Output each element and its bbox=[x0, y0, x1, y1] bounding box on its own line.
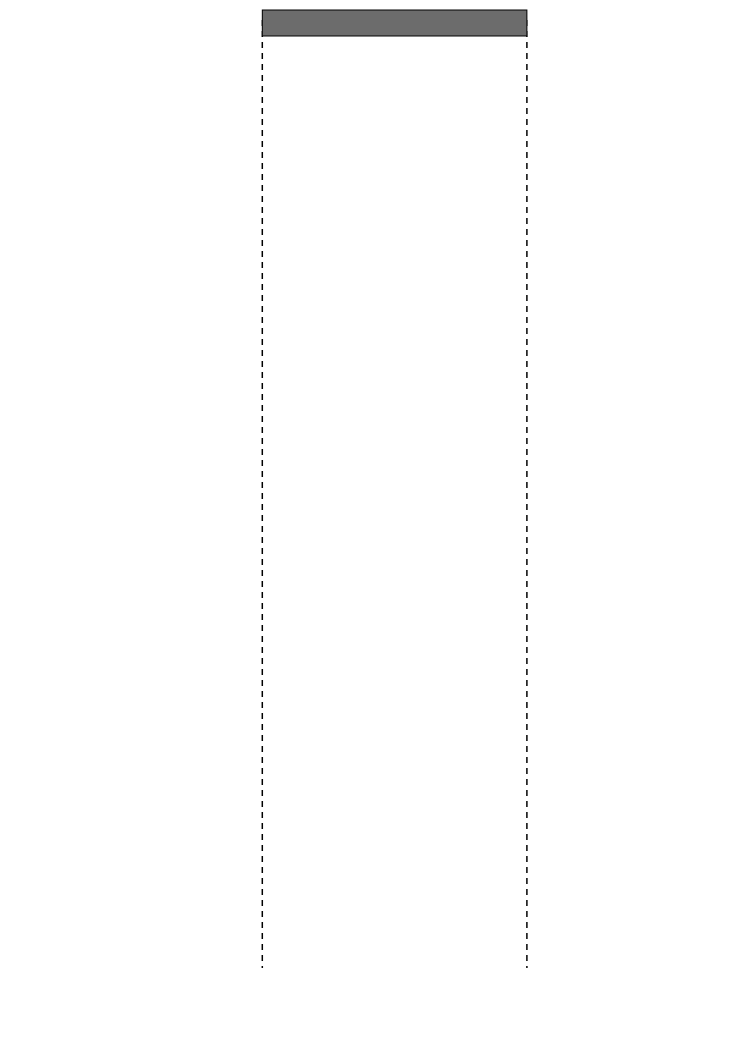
chart-svg bbox=[0, 0, 737, 1050]
activation-band bbox=[262, 10, 527, 36]
figure-container bbox=[0, 0, 737, 1050]
